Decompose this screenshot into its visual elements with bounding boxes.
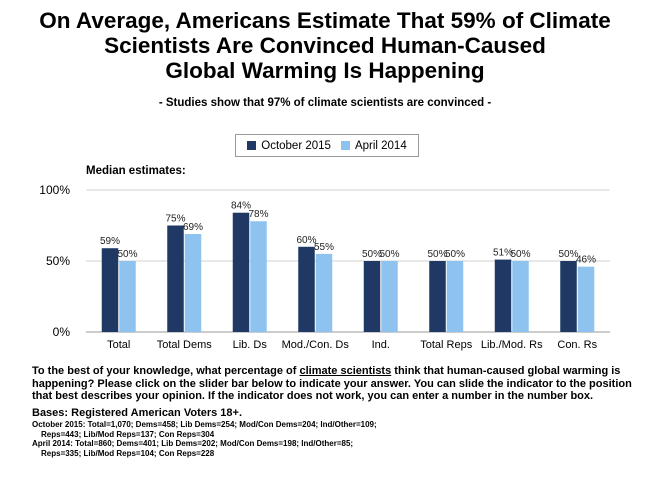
note-oct-1: October 2015: Total=1,070; Dems=458; Lib… — [32, 420, 377, 429]
data-label-apr-2: 78% — [248, 209, 268, 220]
data-label-oct-6: 51% — [493, 248, 513, 259]
survey-question: To the best of your knowledge, what perc… — [32, 365, 642, 403]
legend-swatch-oct — [247, 141, 257, 150]
x-tick-label-4: Ind. — [372, 339, 390, 351]
data-label-oct-3: 60% — [296, 235, 316, 246]
legend-label-apr: April 2014 — [354, 139, 407, 152]
chart-subtitle: - Studies show that 97% of climate scien… — [158, 97, 492, 109]
y-tick-label-100: 100% — [39, 183, 70, 197]
data-label-apr-7: 46% — [576, 255, 596, 266]
bar-apr-2 — [250, 221, 267, 332]
bar-oct-1 — [167, 225, 184, 332]
bases-heading: Bases: Registered American Voters 18+. — [32, 407, 243, 419]
x-tick-label-3: Mod./Con. Ds — [282, 339, 350, 351]
bar-apr-4 — [381, 261, 398, 332]
question-link-text: climate scientists — [299, 365, 392, 377]
data-label-apr-0: 50% — [117, 249, 137, 260]
bar-apr-6 — [512, 261, 529, 332]
bar-apr-5 — [446, 261, 464, 332]
x-tick-label-0: Total — [107, 339, 130, 351]
note-apr-2: Reps=335; Lib/Mod Reps=104; Con Reps=228 — [41, 448, 215, 458]
legend-item-apr: April 2014 — [340, 139, 407, 152]
bar-oct-4 — [363, 261, 381, 332]
y-tick-label-0: 0% — [53, 325, 71, 339]
chart-legend: October 2015 April 2014 — [235, 134, 419, 157]
data-label-apr-4: 50% — [379, 249, 399, 260]
data-label-oct-4: 50% — [362, 249, 382, 260]
x-tick-label-1: Total Dems — [157, 339, 213, 351]
bar-chart: 0% 50% 100% 59% 50% Total 75%69% Total Dems 84%7… — [39, 183, 610, 351]
data-label-oct-2: 84% — [231, 201, 251, 212]
bar-apr-1 — [184, 234, 202, 332]
bar-oct-7 — [560, 261, 577, 332]
data-label-apr-3: 55% — [314, 242, 334, 253]
question-text-end: think that human-caused global warming i… — [32, 365, 632, 402]
data-label-apr-1: 69% — [183, 222, 203, 233]
y-tick-label-50: 50% — [46, 254, 70, 268]
legend-swatch-apr — [340, 141, 350, 150]
data-label-oct-1: 75% — [165, 214, 185, 225]
title-line-3: Global Warming Is Happening — [165, 58, 485, 83]
bar-oct-5 — [429, 261, 446, 332]
legend-label-oct: October 2015 — [261, 139, 331, 152]
sample-notes: October 2015: Total=1,070; Dems=458; Lib… — [32, 420, 632, 458]
question-text-start: To the best of your knowledge, what perc… — [32, 365, 300, 377]
x-tick-label-7: Con. Rs — [557, 339, 597, 351]
x-tick-label-6: Lib./Mod. Rs — [481, 339, 543, 351]
chart-title: On Average, Americans Estimate That 59% … — [0, 8, 650, 83]
bar-apr-0 — [119, 261, 136, 332]
bar-apr-3 — [315, 253, 333, 332]
x-tick-label-2: Lib. Ds — [233, 339, 268, 351]
bar-oct-6 — [494, 259, 512, 332]
x-tick-label-5: Total Reps — [420, 339, 472, 351]
data-label-apr-5: 50% — [445, 249, 465, 260]
bar-oct-0 — [101, 248, 119, 332]
median-label: Median estimates: — [86, 165, 186, 177]
data-label-oct-5: 50% — [427, 249, 447, 260]
note-oct-2: Reps=443; Lib/Mod Reps=137; Con Reps=304 — [41, 429, 215, 439]
bar-apr-7 — [577, 266, 595, 332]
data-label-oct-7: 50% — [558, 249, 578, 260]
legend-item-oct: October 2015 — [247, 140, 331, 152]
title-line-2: Scientists Are Convinced Human-Caused — [104, 33, 546, 58]
bar-oct-2 — [232, 212, 250, 332]
title-line-1: On Average, Americans Estimate That 59% … — [39, 8, 611, 33]
data-label-oct-0: 59% — [100, 236, 120, 247]
note-apr-1: April 2014: Total=860; Dems=401; Lib Dem… — [32, 439, 354, 449]
data-label-apr-6: 50% — [510, 249, 530, 260]
bar-oct-3 — [298, 246, 315, 332]
